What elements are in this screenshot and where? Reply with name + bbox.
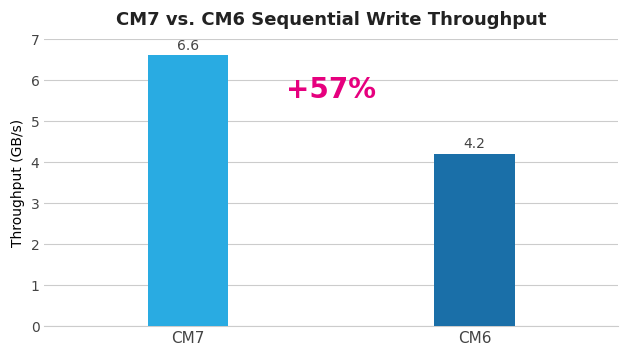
Title: CM7 vs. CM6 Sequential Write Throughput: CM7 vs. CM6 Sequential Write Throughput xyxy=(116,11,547,29)
Y-axis label: Throughput (GB/s): Throughput (GB/s) xyxy=(11,119,25,247)
Text: +57%: +57% xyxy=(286,76,376,104)
Text: 6.6: 6.6 xyxy=(177,39,199,52)
Bar xyxy=(148,55,228,326)
Text: 4.2: 4.2 xyxy=(464,137,486,151)
Bar xyxy=(435,154,515,326)
